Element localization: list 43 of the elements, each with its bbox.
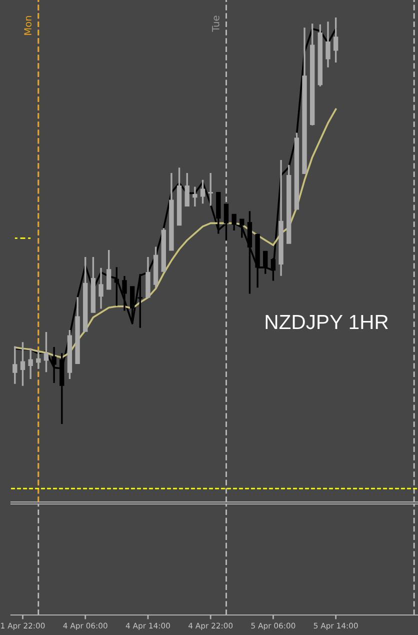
candlestick xyxy=(122,276,127,311)
candlestick xyxy=(153,246,158,288)
candlestick xyxy=(318,24,323,86)
candlestick xyxy=(146,256,150,298)
candlestick xyxy=(232,214,236,230)
candlestick xyxy=(28,348,33,379)
candlestick xyxy=(161,228,166,272)
candlestick xyxy=(310,24,315,126)
candlestick xyxy=(83,256,88,332)
candlestick xyxy=(98,268,104,309)
candlestick xyxy=(240,218,244,238)
candlestick xyxy=(184,172,190,207)
annotation: Mon xyxy=(24,16,32,35)
candlestick xyxy=(67,330,72,379)
candlestick xyxy=(90,256,96,313)
candlestick xyxy=(326,22,330,68)
annotation: Tue xyxy=(212,16,220,32)
candlestick xyxy=(176,168,182,226)
candlestick xyxy=(263,250,268,274)
candlestick xyxy=(255,234,260,288)
candlestick xyxy=(192,186,198,207)
candlestick xyxy=(36,350,41,369)
candlestick xyxy=(294,132,300,210)
candlestick xyxy=(138,274,142,328)
candlestick xyxy=(216,192,221,234)
text: NZDJPY 1HR xyxy=(266,315,388,330)
candlestick xyxy=(44,332,49,372)
candlestick xyxy=(12,346,18,384)
candlestick xyxy=(247,211,252,294)
candlestick xyxy=(208,172,213,206)
candlestick xyxy=(169,172,174,251)
candlestick xyxy=(286,164,292,244)
candlestick xyxy=(20,342,26,386)
candlestick xyxy=(200,180,206,204)
candlestick xyxy=(224,204,229,241)
candlestick xyxy=(270,258,276,281)
candlestick xyxy=(106,250,112,290)
candlestick xyxy=(278,160,284,276)
candlestick xyxy=(114,267,120,306)
candlestick xyxy=(333,18,338,62)
candlestick xyxy=(75,297,80,364)
candlestick xyxy=(130,286,135,324)
candlestick xyxy=(302,28,307,174)
